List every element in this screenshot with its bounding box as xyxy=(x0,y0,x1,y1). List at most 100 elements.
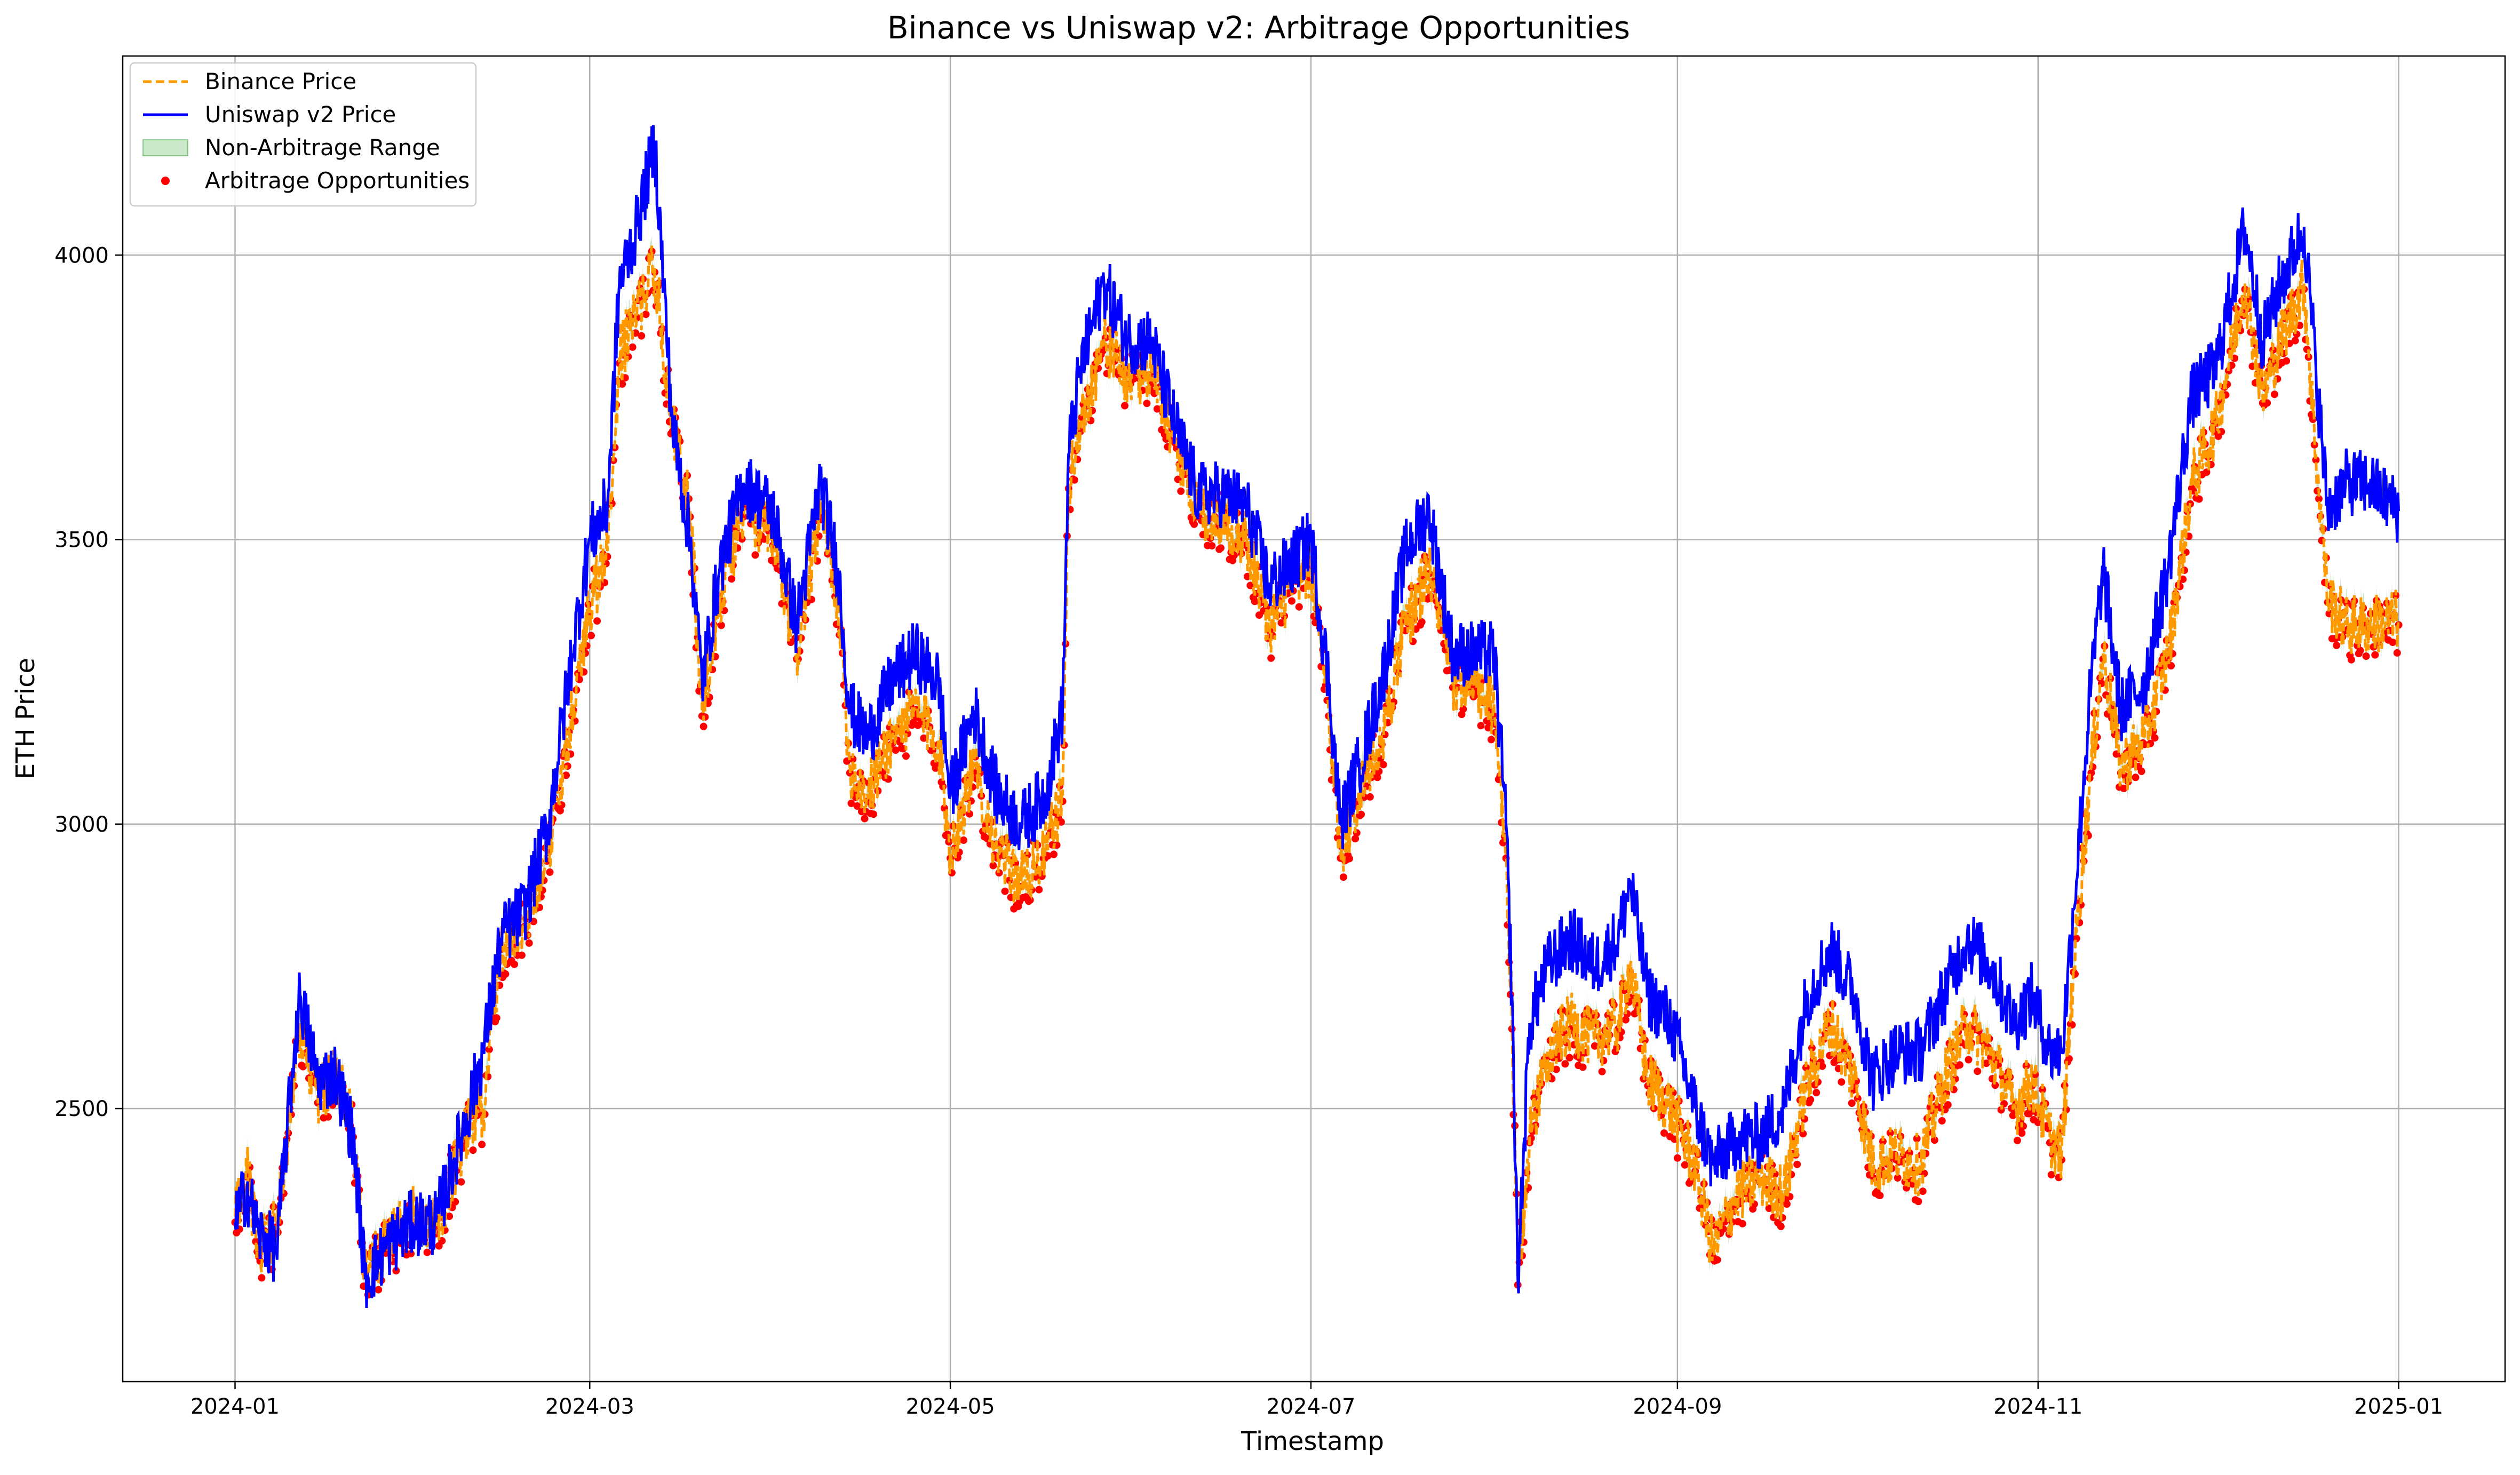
arbitrage-point xyxy=(457,1178,465,1186)
arbitrage-point xyxy=(1143,400,1151,407)
legend: Binance Price Uniswap v2 Price Non-Arbitra… xyxy=(130,63,476,206)
arbitrage-point xyxy=(2394,649,2401,657)
legend-label: Arbitrage Opportunities xyxy=(205,168,470,194)
arbitrage-point xyxy=(1914,1198,1922,1205)
arbitrage-point xyxy=(2333,642,2340,649)
x-tick-label: 2024-09 xyxy=(1633,1394,1722,1419)
arbitrage-point xyxy=(1366,793,1374,801)
arbitrage-point xyxy=(1956,1061,1963,1069)
arbitrage-point xyxy=(629,344,637,351)
arbitrage-point xyxy=(2292,337,2299,345)
legend-dot-icon xyxy=(161,177,170,185)
arbitrage-point xyxy=(1848,1099,1856,1107)
arbitrage-point xyxy=(587,632,595,639)
arbitrage-point xyxy=(2283,357,2290,365)
x-tick-label: 2025-01 xyxy=(2354,1394,2443,1419)
arbitrage-point xyxy=(493,1014,500,1022)
x-axis-title: Timestamp xyxy=(1241,1426,1384,1456)
arbitrage-point xyxy=(642,310,650,318)
arbitrage-point xyxy=(870,810,877,818)
arbitrage-point xyxy=(1190,521,1198,528)
arbitrage-point xyxy=(861,815,869,823)
arbitrage-point xyxy=(1739,1220,1746,1227)
arbitrage-point xyxy=(2389,639,2397,646)
arbitrage-point xyxy=(1295,603,1303,611)
arbitrage-point xyxy=(1121,402,1128,410)
y-tick-label: 4000 xyxy=(54,243,109,268)
arbitrage-point xyxy=(1418,618,1426,626)
chart-title: Binance vs Uniswap v2: Arbitrage Opportu… xyxy=(887,10,1630,46)
x-tick-label: 2024-05 xyxy=(906,1394,995,1419)
arbitrage-point xyxy=(1838,1078,1845,1086)
arbitrage-point xyxy=(546,868,554,876)
arbitrage-point xyxy=(1714,1256,1721,1264)
arbitrage-point xyxy=(470,1146,477,1154)
legend-label: Uniswap v2 Price xyxy=(205,101,396,127)
arbitrage-point xyxy=(1579,1064,1587,1071)
arbitrage-point xyxy=(728,575,735,583)
arbitrage-point xyxy=(1681,1161,1689,1169)
arbitrage-point xyxy=(1938,1117,1946,1125)
arbitrage-point xyxy=(1566,1054,1573,1062)
arbitrage-point xyxy=(2348,656,2355,664)
arbitrage-point xyxy=(1177,488,1185,495)
arbitrage-point xyxy=(1974,1067,1981,1075)
arbitrage-point xyxy=(1340,873,1347,881)
arbitrage-point xyxy=(1050,851,1058,858)
arbitrage-point xyxy=(700,723,707,730)
x-tick-label: 2024-01 xyxy=(190,1394,280,1419)
arbitrage-point xyxy=(258,1274,265,1281)
arbitrage-point xyxy=(1001,888,1009,895)
arbitrage-point xyxy=(1813,1089,1820,1096)
arbitrage-point xyxy=(1477,722,1485,729)
arbitrage-point xyxy=(960,836,967,844)
arbitrage-point xyxy=(1876,1192,1883,1199)
arbitrage-point xyxy=(752,551,759,559)
arbitrage-point xyxy=(1777,1223,1785,1230)
arbitrage-point xyxy=(2138,768,2145,775)
arbitrage-point xyxy=(593,617,601,625)
arbitrage-point xyxy=(1027,896,1034,904)
arbitrage-point xyxy=(2018,1129,2025,1137)
arbitrage-point xyxy=(2196,496,2203,503)
arbitrage-point xyxy=(2363,652,2370,660)
arbitrage-point xyxy=(1919,1187,1927,1195)
arbitrage-point xyxy=(1599,1068,1606,1075)
arbitrage-point xyxy=(1217,544,1225,552)
arbitrage-point xyxy=(1674,1154,1681,1162)
x-tick-label: 2024-11 xyxy=(1993,1394,2082,1419)
y-axis-title: ETH Price xyxy=(11,658,41,779)
y-tick-label: 3500 xyxy=(54,528,109,553)
arbitrage-point xyxy=(478,1141,486,1148)
arbitrage-point xyxy=(518,952,526,959)
legend-label: Binance Price xyxy=(205,68,356,94)
arbitrage-point xyxy=(526,939,533,947)
arbitrage-point xyxy=(2271,390,2278,398)
arbitrage-point xyxy=(1346,855,1353,863)
x-tick-label: 2024-03 xyxy=(545,1394,634,1419)
arbitrage-point xyxy=(2132,774,2140,781)
arbitrage-point xyxy=(1793,1161,1801,1168)
arbitrage-point xyxy=(1965,1056,1973,1064)
arbitrage-point xyxy=(375,1286,382,1294)
legend-label: Non-Arbitrage Range xyxy=(205,134,440,161)
arbitrage-point xyxy=(1267,655,1275,662)
arbitrage-point xyxy=(1208,542,1215,549)
arbitrage-point xyxy=(1288,597,1295,605)
arbitrage-point xyxy=(1807,1096,1814,1103)
x-tick-label: 2024-07 xyxy=(1266,1394,1355,1419)
legend-box-icon xyxy=(143,140,188,156)
arbitrage-point xyxy=(638,332,645,340)
arbitrage-point xyxy=(1488,736,1495,743)
arbitrage-point xyxy=(2151,734,2159,742)
arbitrage-point xyxy=(424,1249,431,1256)
arbitrage-point xyxy=(1380,761,1387,768)
arbitrage-point xyxy=(902,752,910,760)
arbitrage-point xyxy=(1561,1060,1569,1067)
arbitrage-point xyxy=(2014,1137,2021,1144)
y-tick-label: 2500 xyxy=(54,1097,109,1121)
arbitrage-point xyxy=(511,961,518,968)
arbitrage-point xyxy=(1035,886,1043,894)
